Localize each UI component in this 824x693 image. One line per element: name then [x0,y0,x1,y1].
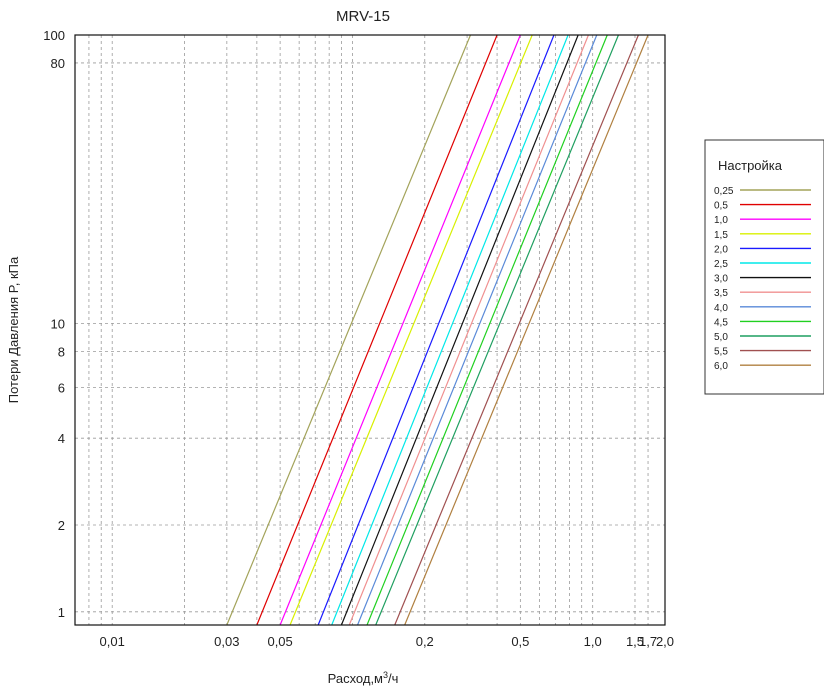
legend-box [704,139,824,395]
legend-title: Настройка [718,158,783,173]
legend-label: 5,5 [714,347,728,358]
y-tick-label: 6 [58,380,65,395]
legend-label: 3,0 [714,274,728,285]
y-tick-label: 80 [51,56,65,71]
series-line [366,34,608,626]
legend-label: 2,0 [714,244,728,255]
x-tick-label: 0,2 [416,634,434,649]
series-line [404,34,649,626]
y-tick-labels: 1 2 4 6 8 10 80 100 [43,28,65,620]
plot-frame [74,34,666,626]
legend-items: 0,25 0,5 1,0 1,5 2,0 2,5 3,0 3,5 4,0 4,5 5,0 5,5 6,0 [714,186,811,372]
x-tick-label: 0,01 [100,634,125,649]
legend-label: 5,0 [714,332,728,343]
legend-label: 6,0 [714,361,728,372]
y-tick-label: 8 [58,344,65,359]
legend-label: 4,0 [714,303,728,314]
legend-label: 0,5 [714,201,728,212]
series-line [289,34,533,626]
series-line [256,34,498,626]
chart-title: MRV-15 [336,8,390,25]
y-axis-label: Потери Давления P, кПа [6,256,21,403]
x-tick-label: 0,5 [511,634,529,649]
series-line [356,34,598,626]
legend-label: 0,25 [714,186,734,197]
series-line [331,34,569,626]
series-line [348,34,589,626]
legend-label: 1,5 [714,230,728,241]
series-line [394,34,639,626]
legend-label: 3,5 [714,288,728,299]
series-line [279,34,521,626]
series-line [375,34,619,626]
series-line [317,34,555,626]
x-tick-labels: 0,01 0,03 0,05 0,2 0,5 1,0 1,51,72,0 [100,634,674,649]
legend: Настройка 0,25 0,5 1,0 1,5 2,0 2,5 3,0 3,5 4,0 4,… [704,139,824,395]
x-tick-label: 0,05 [267,634,292,649]
y-tick-label: 100 [43,28,65,43]
legend-label: 1,0 [714,215,728,226]
x-axis-label-base: Расход,м [328,671,383,686]
x-tick-label: 1,0 [584,634,602,649]
y-tick-label: 2 [58,518,65,533]
x-tick-label: 1,7 [639,634,657,649]
x-axis-label-tail: /ч [388,671,398,686]
legend-label: 2,5 [714,259,728,270]
x-axis-label: Расход,м3/ч [328,670,399,686]
y-tick-label: 1 [58,605,65,620]
series-line [226,34,472,626]
x-tick-label: 1,5 [626,634,644,649]
x-tick-label: 2,0 [656,634,674,649]
legend-label: 4,5 [714,317,728,328]
y-tick-label: 10 [51,316,65,331]
x-axis-label-sup: 3 [383,670,388,680]
x-tick-label: 0,03 [214,634,239,649]
series-line [340,34,579,626]
grid [75,35,665,625]
series-lines [226,34,649,626]
y-tick-label: 4 [58,431,65,446]
